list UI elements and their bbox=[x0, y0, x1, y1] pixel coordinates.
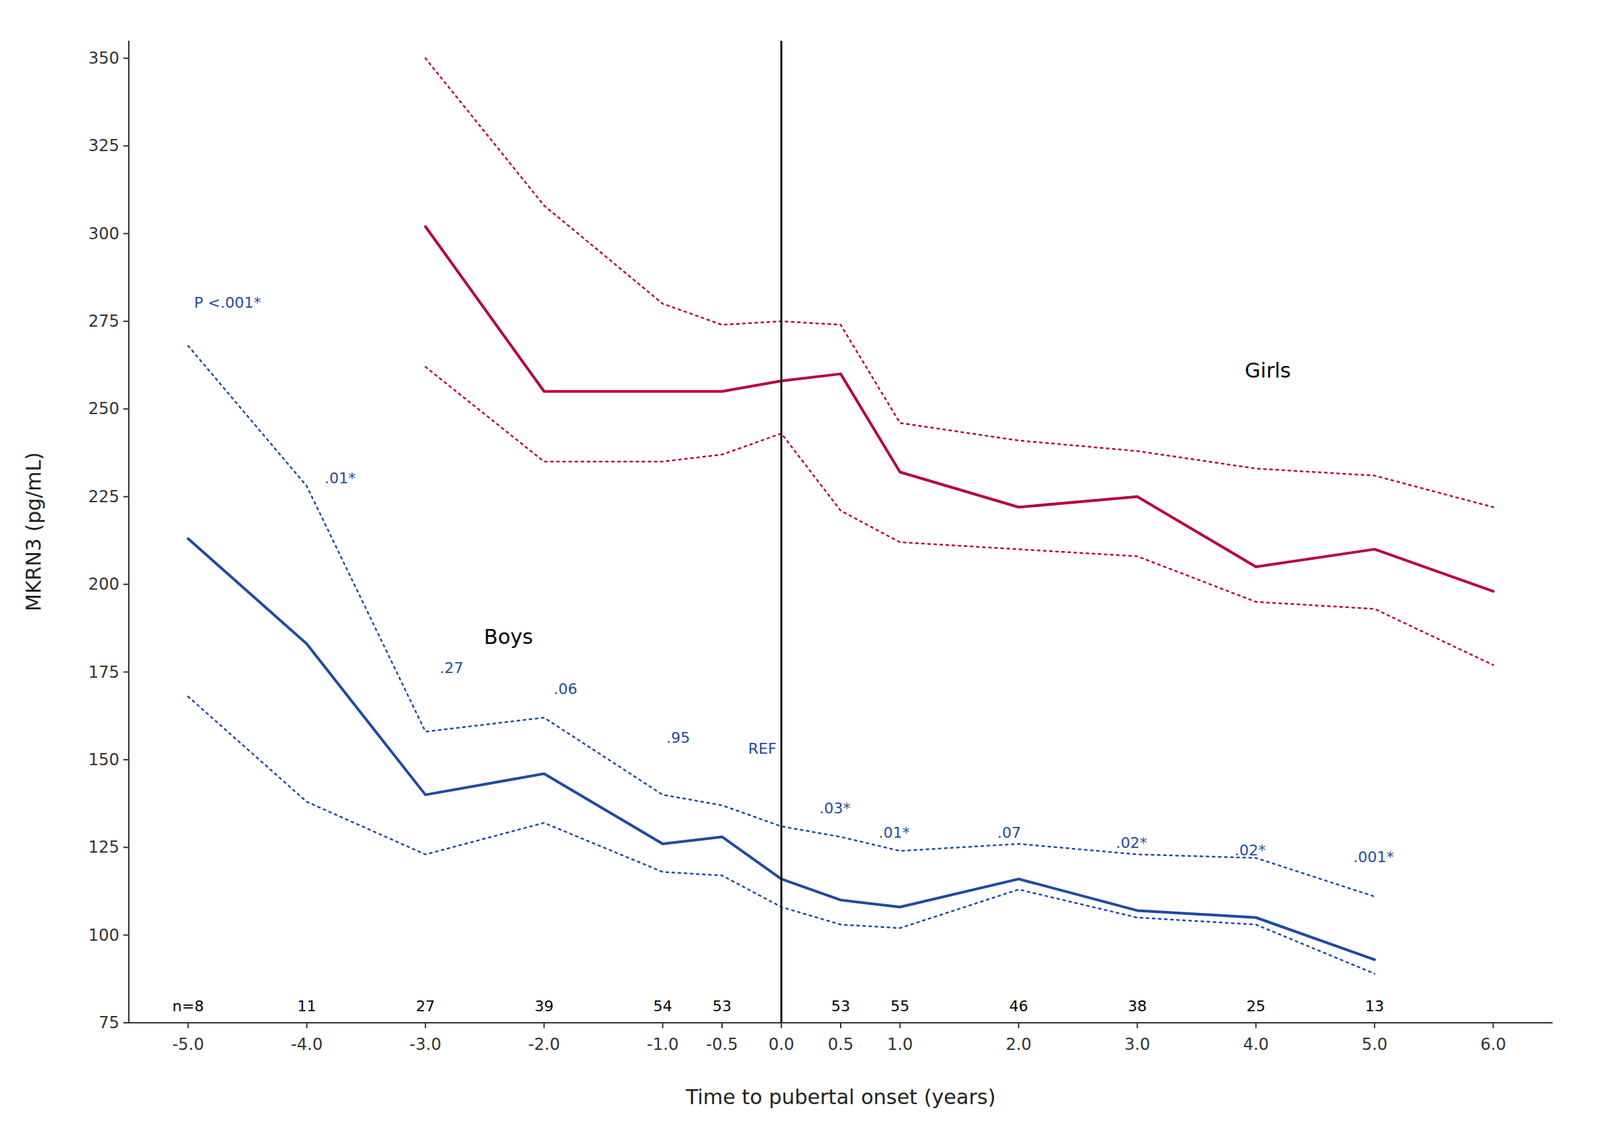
x-tick-label: -0.5 bbox=[706, 1035, 739, 1055]
y-axis-line bbox=[128, 40, 130, 1024]
chart: -5.0 -4.0 -3.0 -2.0 -1.0 -0.5 0.0 0.5 1.0 2.0 3.0 4… bbox=[0, 0, 1600, 1138]
y-tick bbox=[123, 846, 129, 849]
n-label: 53 bbox=[712, 997, 732, 1015]
y-tick bbox=[123, 320, 129, 323]
x-tick-label: -3.0 bbox=[409, 1035, 442, 1055]
y-tick-label: 275 bbox=[88, 311, 120, 331]
n-label: n=8 bbox=[172, 997, 204, 1015]
annotations: n=8 11 27 39 54 53 53 55 46 38 25 13 P <.001* .01* .27… bbox=[172, 294, 1394, 1015]
n-label: 13 bbox=[1365, 997, 1385, 1015]
y-tick-label: 125 bbox=[88, 837, 120, 857]
p-label: .01* bbox=[324, 469, 356, 487]
plot-area bbox=[188, 40, 1494, 1024]
x-tick-label: 3.0 bbox=[1124, 1035, 1150, 1055]
x-tick bbox=[781, 1023, 783, 1029]
n-label: 11 bbox=[297, 997, 317, 1015]
x-tick bbox=[662, 1023, 664, 1029]
x-tick bbox=[425, 1023, 427, 1029]
x-tick bbox=[840, 1023, 842, 1029]
n-label: 55 bbox=[890, 997, 910, 1015]
axes: -5.0 -4.0 -3.0 -2.0 -1.0 -0.5 0.0 0.5 1.0 2.0 3.0 4… bbox=[88, 40, 1553, 1055]
x-tick-label: -1.0 bbox=[646, 1035, 679, 1055]
x-tick bbox=[1492, 1023, 1495, 1029]
y-tick-label: 100 bbox=[88, 926, 120, 946]
y-tick bbox=[123, 57, 129, 59]
y-tick-label: 200 bbox=[88, 574, 120, 594]
y-tick-label: 325 bbox=[88, 136, 120, 156]
y-tick bbox=[123, 496, 129, 498]
y-tick-label: 350 bbox=[88, 48, 120, 68]
x-tick-label: -2.0 bbox=[528, 1035, 560, 1055]
n-label: 25 bbox=[1246, 997, 1266, 1015]
y-tick bbox=[123, 671, 129, 674]
n-label: 39 bbox=[534, 997, 554, 1015]
y-tick bbox=[123, 934, 129, 937]
p-label: .27 bbox=[440, 659, 464, 677]
n-label: 38 bbox=[1128, 997, 1148, 1015]
y-tick-label: 225 bbox=[88, 487, 120, 507]
y-tick bbox=[123, 145, 129, 147]
y-tick bbox=[123, 583, 129, 586]
x-tick-label: -4.0 bbox=[290, 1035, 323, 1055]
x-tick bbox=[1018, 1023, 1020, 1029]
x-tick bbox=[1136, 1023, 1139, 1029]
p-label: .001* bbox=[1353, 848, 1394, 866]
y-tick-label: 150 bbox=[88, 750, 120, 770]
background bbox=[0, 0, 1600, 1138]
y-tick bbox=[123, 1022, 129, 1024]
x-tick bbox=[187, 1023, 190, 1029]
mean-line bbox=[425, 226, 1494, 592]
y-tick bbox=[123, 408, 129, 410]
x-tick bbox=[721, 1023, 723, 1029]
p-label: REF bbox=[748, 740, 777, 758]
n-label: 53 bbox=[831, 997, 851, 1015]
group-label: Girls bbox=[1244, 358, 1291, 383]
x-tick-label: -5.0 bbox=[172, 1035, 205, 1055]
p-label: P <.001* bbox=[193, 294, 262, 312]
p-label: .02* bbox=[1115, 834, 1148, 852]
ci-line bbox=[425, 58, 1494, 508]
x-tick bbox=[543, 1023, 546, 1029]
p-label: .07 bbox=[997, 824, 1022, 842]
n-label: 46 bbox=[1009, 997, 1029, 1015]
n-label: 54 bbox=[653, 997, 673, 1015]
x-tick-label: 2.0 bbox=[1005, 1035, 1032, 1055]
x-tick-label: 0.5 bbox=[827, 1035, 854, 1055]
x-tick-label: 6.0 bbox=[1480, 1035, 1506, 1055]
y-axis-label: MKRN3 (pg/mL) bbox=[21, 452, 46, 612]
x-tick bbox=[899, 1023, 902, 1029]
p-label: .95 bbox=[666, 729, 691, 747]
x-tick-label: 0.0 bbox=[768, 1035, 794, 1055]
p-label: .03* bbox=[819, 800, 851, 817]
y-tick-label: 300 bbox=[88, 224, 120, 244]
y-tick-label: 175 bbox=[88, 663, 120, 683]
y-tick bbox=[123, 759, 129, 761]
x-tick-label: 4.0 bbox=[1242, 1035, 1269, 1055]
group-label: Boys bbox=[484, 625, 533, 649]
n-label: 27 bbox=[416, 997, 436, 1015]
x-tick bbox=[1374, 1023, 1376, 1029]
x-tick-label: 5.0 bbox=[1361, 1035, 1388, 1055]
x-tick bbox=[1255, 1023, 1257, 1029]
reference-line bbox=[780, 40, 783, 1024]
p-label: .06 bbox=[553, 680, 578, 698]
p-label: .01* bbox=[878, 824, 910, 842]
y-tick bbox=[123, 233, 129, 235]
x-tick-label: 1.0 bbox=[886, 1035, 913, 1055]
x-tick bbox=[306, 1023, 308, 1029]
y-tick-label: 75 bbox=[98, 1013, 120, 1033]
ci-line bbox=[425, 366, 1494, 666]
x-axis-label: Time to pubertal onset (years) bbox=[684, 1085, 996, 1110]
p-label: .02* bbox=[1234, 842, 1266, 859]
y-tick-label: 250 bbox=[88, 399, 120, 419]
